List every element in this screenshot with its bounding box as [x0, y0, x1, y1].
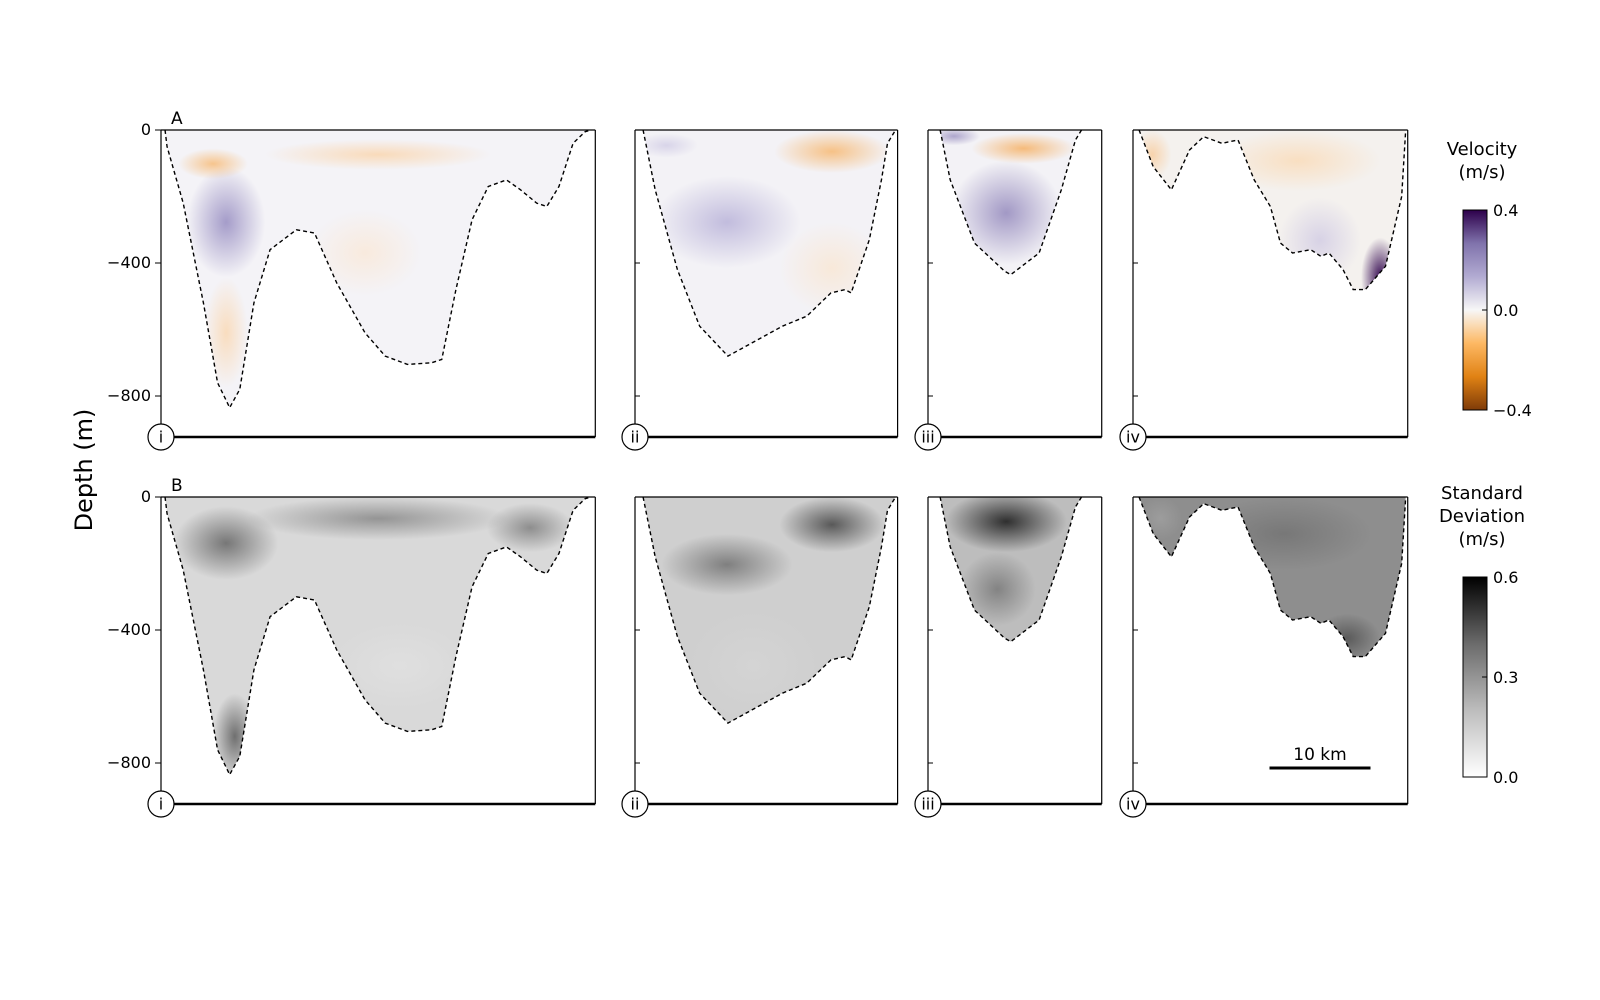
panel-id-label: iii: [921, 428, 934, 447]
y-tick-label: 0: [141, 120, 151, 139]
colorbar-title-line: Velocity: [1447, 139, 1518, 160]
seabed-outline: [939, 129, 1083, 276]
field-feature: [330, 622, 470, 709]
field-feature: [486, 503, 574, 553]
row-label-b: B: [171, 476, 183, 496]
field-feature: [653, 176, 801, 269]
panel-id-label: iv: [1126, 428, 1140, 447]
colorbar-tick-label: 0.0: [1493, 768, 1518, 787]
panel-id-circle: [147, 423, 175, 451]
panel-id-circle: [621, 790, 649, 818]
field-feature: [1361, 237, 1400, 290]
field-feature: [962, 265, 998, 275]
colorbar-title-line: (m/s): [1458, 529, 1505, 550]
field-shading: [165, 497, 592, 775]
field-feature: [247, 497, 509, 540]
panel-id-circle: [914, 790, 942, 818]
row-label-a: A: [171, 109, 183, 129]
field-feature: [204, 277, 248, 388]
field-feature: [774, 130, 890, 173]
scale-bar: 10 km: [1269, 745, 1371, 770]
panel-a-ii: ii: [621, 129, 899, 451]
colorbar-tick-label: 0.6: [1493, 568, 1518, 587]
colorbar-tick-label: 0.4: [1493, 201, 1518, 220]
seabed-outline: [164, 129, 592, 410]
y-tick-label: −800: [107, 753, 151, 772]
colorbar-tick-label: 0.0: [1493, 301, 1518, 320]
field-feature: [661, 533, 793, 596]
field-feature: [1139, 497, 1183, 540]
y-tick-label: −400: [107, 620, 151, 639]
field-shading: [165, 130, 592, 408]
colorbar-title-line: Standard: [1441, 483, 1523, 504]
field-shading: [643, 130, 896, 357]
field-shading: [1139, 130, 1406, 290]
field-feature: [1139, 130, 1172, 180]
field-feature: [1196, 497, 1373, 571]
seabed-outline: [1138, 496, 1407, 658]
panel-id-circle: [1119, 790, 1147, 818]
field-feature: [1278, 197, 1362, 284]
field-feature: [687, 610, 819, 722]
field-feature: [1215, 130, 1381, 192]
field-feature: [174, 506, 279, 580]
y-tick-label: −800: [107, 386, 151, 405]
panel-id-label: iv: [1126, 795, 1140, 814]
panel-a-iii: iii: [914, 129, 1103, 451]
field-feature: [779, 497, 885, 553]
field-feature: [971, 133, 1076, 164]
field-feature: [959, 552, 1036, 626]
seabed-outline: [939, 496, 1083, 643]
colorbars: Velocity(m/s)0.40.0−0.4StandardDeviation…: [1439, 139, 1532, 787]
colorbar-tick-label: −0.4: [1493, 401, 1532, 420]
panel-id-circle: [914, 423, 942, 451]
scale-bar-label: 10 km: [1293, 745, 1346, 765]
field-feature: [779, 222, 885, 315]
field-feature: [945, 497, 1067, 553]
colorbar-tick-label: 0.3: [1493, 668, 1518, 687]
field-feature: [308, 209, 422, 296]
y-tick-label: 0: [141, 487, 151, 506]
field-feature: [950, 160, 1062, 266]
field-feature: [980, 657, 1049, 706]
y-axis-label: Depth (m): [70, 409, 98, 532]
field-feature: [643, 133, 699, 158]
field-feature: [265, 139, 492, 170]
panel-b-i: i: [147, 496, 596, 818]
field-shading: [643, 497, 896, 724]
field-feature: [187, 166, 266, 278]
colorbar-title-line: (m/s): [1458, 162, 1505, 183]
panel-id-circle: [621, 423, 649, 451]
field-feature: [178, 148, 248, 180]
panel-id-label: i: [159, 428, 163, 447]
field-background: [643, 130, 896, 357]
field-feature: [1314, 613, 1381, 657]
panel-id-label: i: [159, 795, 163, 814]
panel-b-iii: iii: [914, 496, 1103, 818]
colorbar-a: Velocity(m/s) 0.4 0.0 −0.4: [1447, 139, 1532, 420]
panel-id-circle: [1119, 423, 1147, 451]
colorbar-title-line: Deviation: [1439, 506, 1525, 527]
seabed-outline: [164, 496, 592, 777]
y-tick-label: −400: [107, 253, 151, 272]
panel-id-label: ii: [631, 428, 640, 447]
panel-id-label: ii: [631, 795, 640, 814]
seabed-outline: [642, 496, 897, 724]
panel-a-i: i: [147, 129, 596, 451]
field-shading: [1139, 497, 1406, 657]
panel-id-circle: [147, 790, 175, 818]
seabed-outline: [642, 129, 897, 357]
panel-a-iv: iv: [1119, 129, 1409, 451]
seabed-outline: [1138, 129, 1407, 291]
panel-b-ii: ii: [621, 496, 899, 818]
field-shading: [940, 497, 1082, 706]
panel-id-label: iii: [921, 795, 934, 814]
field-shading: [940, 130, 1082, 275]
